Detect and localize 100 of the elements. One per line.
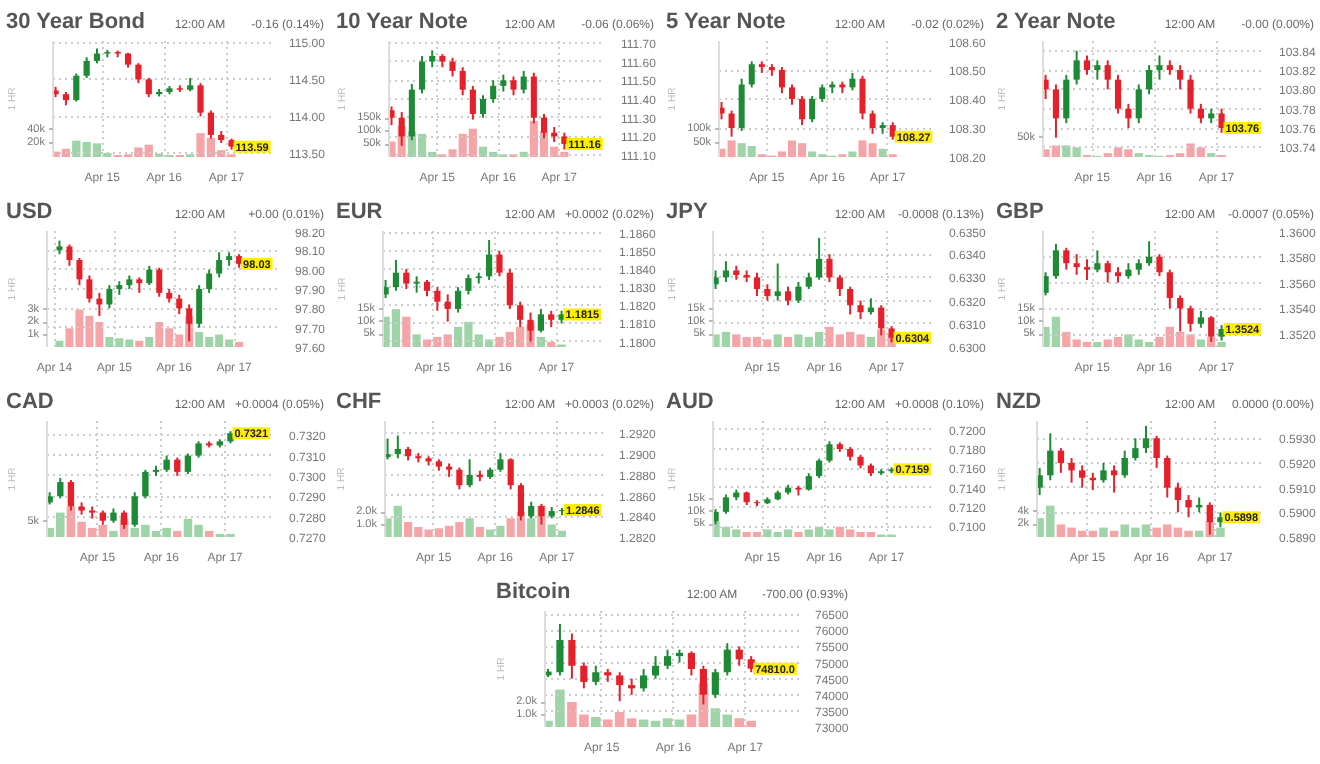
candlestick (1110, 464, 1118, 494)
candlestick (568, 632, 576, 680)
candlestick (778, 66, 785, 95)
candlestick (1156, 253, 1163, 278)
bar (727, 140, 736, 157)
candlestick (1146, 64, 1153, 96)
candlestick (196, 284, 203, 329)
candlestick (722, 493, 730, 515)
candlestick (1174, 481, 1182, 514)
candlestick (186, 303, 193, 343)
chart-title: AUD (666, 390, 714, 414)
candlestick (1132, 437, 1139, 462)
candlestick (1208, 315, 1215, 343)
candlestick (197, 82, 204, 118)
candlestick (1073, 253, 1080, 276)
candlestick (1104, 259, 1111, 284)
bar (878, 148, 887, 157)
bar (783, 336, 793, 347)
candlestick (496, 249, 503, 278)
candlestick (687, 650, 696, 677)
candlestick (580, 661, 588, 690)
candlestick (592, 664, 600, 687)
candlestick (1037, 466, 1043, 497)
candlestick (510, 75, 517, 97)
candlestick (859, 74, 866, 121)
candlestick (1177, 64, 1184, 91)
candlestick (444, 293, 451, 323)
candlestick (527, 311, 534, 343)
bar (1051, 145, 1061, 157)
candlestick (1164, 454, 1171, 499)
candlestick (788, 83, 796, 106)
candlestick (131, 491, 138, 528)
chart-title: 10 Year Note (336, 10, 468, 34)
candlestick (469, 84, 476, 121)
chart-title: CHF (336, 390, 382, 414)
candlestick (83, 56, 90, 79)
candlestick (1094, 249, 1101, 274)
candlestick (413, 275, 420, 294)
candlestick (1079, 464, 1086, 489)
candlestick (216, 251, 223, 279)
bar (547, 341, 556, 347)
candlestick (57, 476, 64, 500)
candlestick (556, 622, 564, 677)
candlestick (456, 466, 463, 491)
candlestick (449, 56, 456, 78)
chart-title: 2 Year Note (996, 10, 1116, 34)
candlestick (816, 457, 823, 480)
candlestick (1100, 461, 1107, 484)
bar (848, 151, 857, 157)
candlestick (537, 307, 544, 334)
candlestick (1052, 83, 1060, 139)
bar (591, 717, 601, 727)
bar (391, 309, 401, 347)
candlestick (76, 257, 83, 287)
candlestick (1187, 73, 1194, 115)
candlestick (490, 79, 497, 104)
bar (1046, 505, 1055, 537)
candlestick (1156, 54, 1163, 81)
candlestick (748, 60, 755, 89)
candlestick (1197, 102, 1204, 125)
bar (1109, 530, 1119, 537)
candlestick (1083, 258, 1091, 281)
candlestick (1057, 447, 1065, 474)
candlestick (389, 105, 395, 127)
candlestick (392, 259, 400, 292)
candlestick (809, 95, 816, 124)
candlestick (663, 648, 672, 670)
candlestick (869, 109, 876, 135)
candlestick (1063, 73, 1070, 125)
chart-title: USD (6, 200, 53, 224)
bar (1099, 527, 1108, 537)
candlestick (520, 69, 527, 95)
candlestick (753, 271, 761, 297)
candlestick (73, 72, 80, 103)
candlestick (1185, 494, 1192, 519)
candlestick (434, 286, 441, 312)
candlestick (711, 668, 719, 699)
candlestick (1063, 246, 1070, 271)
bar (536, 336, 546, 347)
bar (402, 316, 411, 347)
bar (794, 531, 803, 537)
bar (56, 512, 65, 537)
candlestick (454, 286, 462, 314)
candlestick (1083, 54, 1091, 76)
bar (1093, 341, 1102, 347)
candlestick (142, 468, 149, 500)
candlestick (465, 273, 472, 296)
candlestick (206, 268, 213, 294)
bar (204, 530, 214, 537)
candlestick (847, 285, 854, 316)
bar (773, 334, 782, 347)
candlestick (799, 95, 806, 127)
chart-title: NZD (996, 390, 1042, 414)
candlestick (479, 94, 487, 119)
candlestick (857, 299, 864, 321)
chart-title: 5 Year Note (666, 10, 786, 34)
chart-title: 30 Year Bond (6, 10, 145, 34)
chart-title: GBP (996, 200, 1044, 224)
bar (866, 336, 876, 347)
candlestick (184, 452, 192, 475)
